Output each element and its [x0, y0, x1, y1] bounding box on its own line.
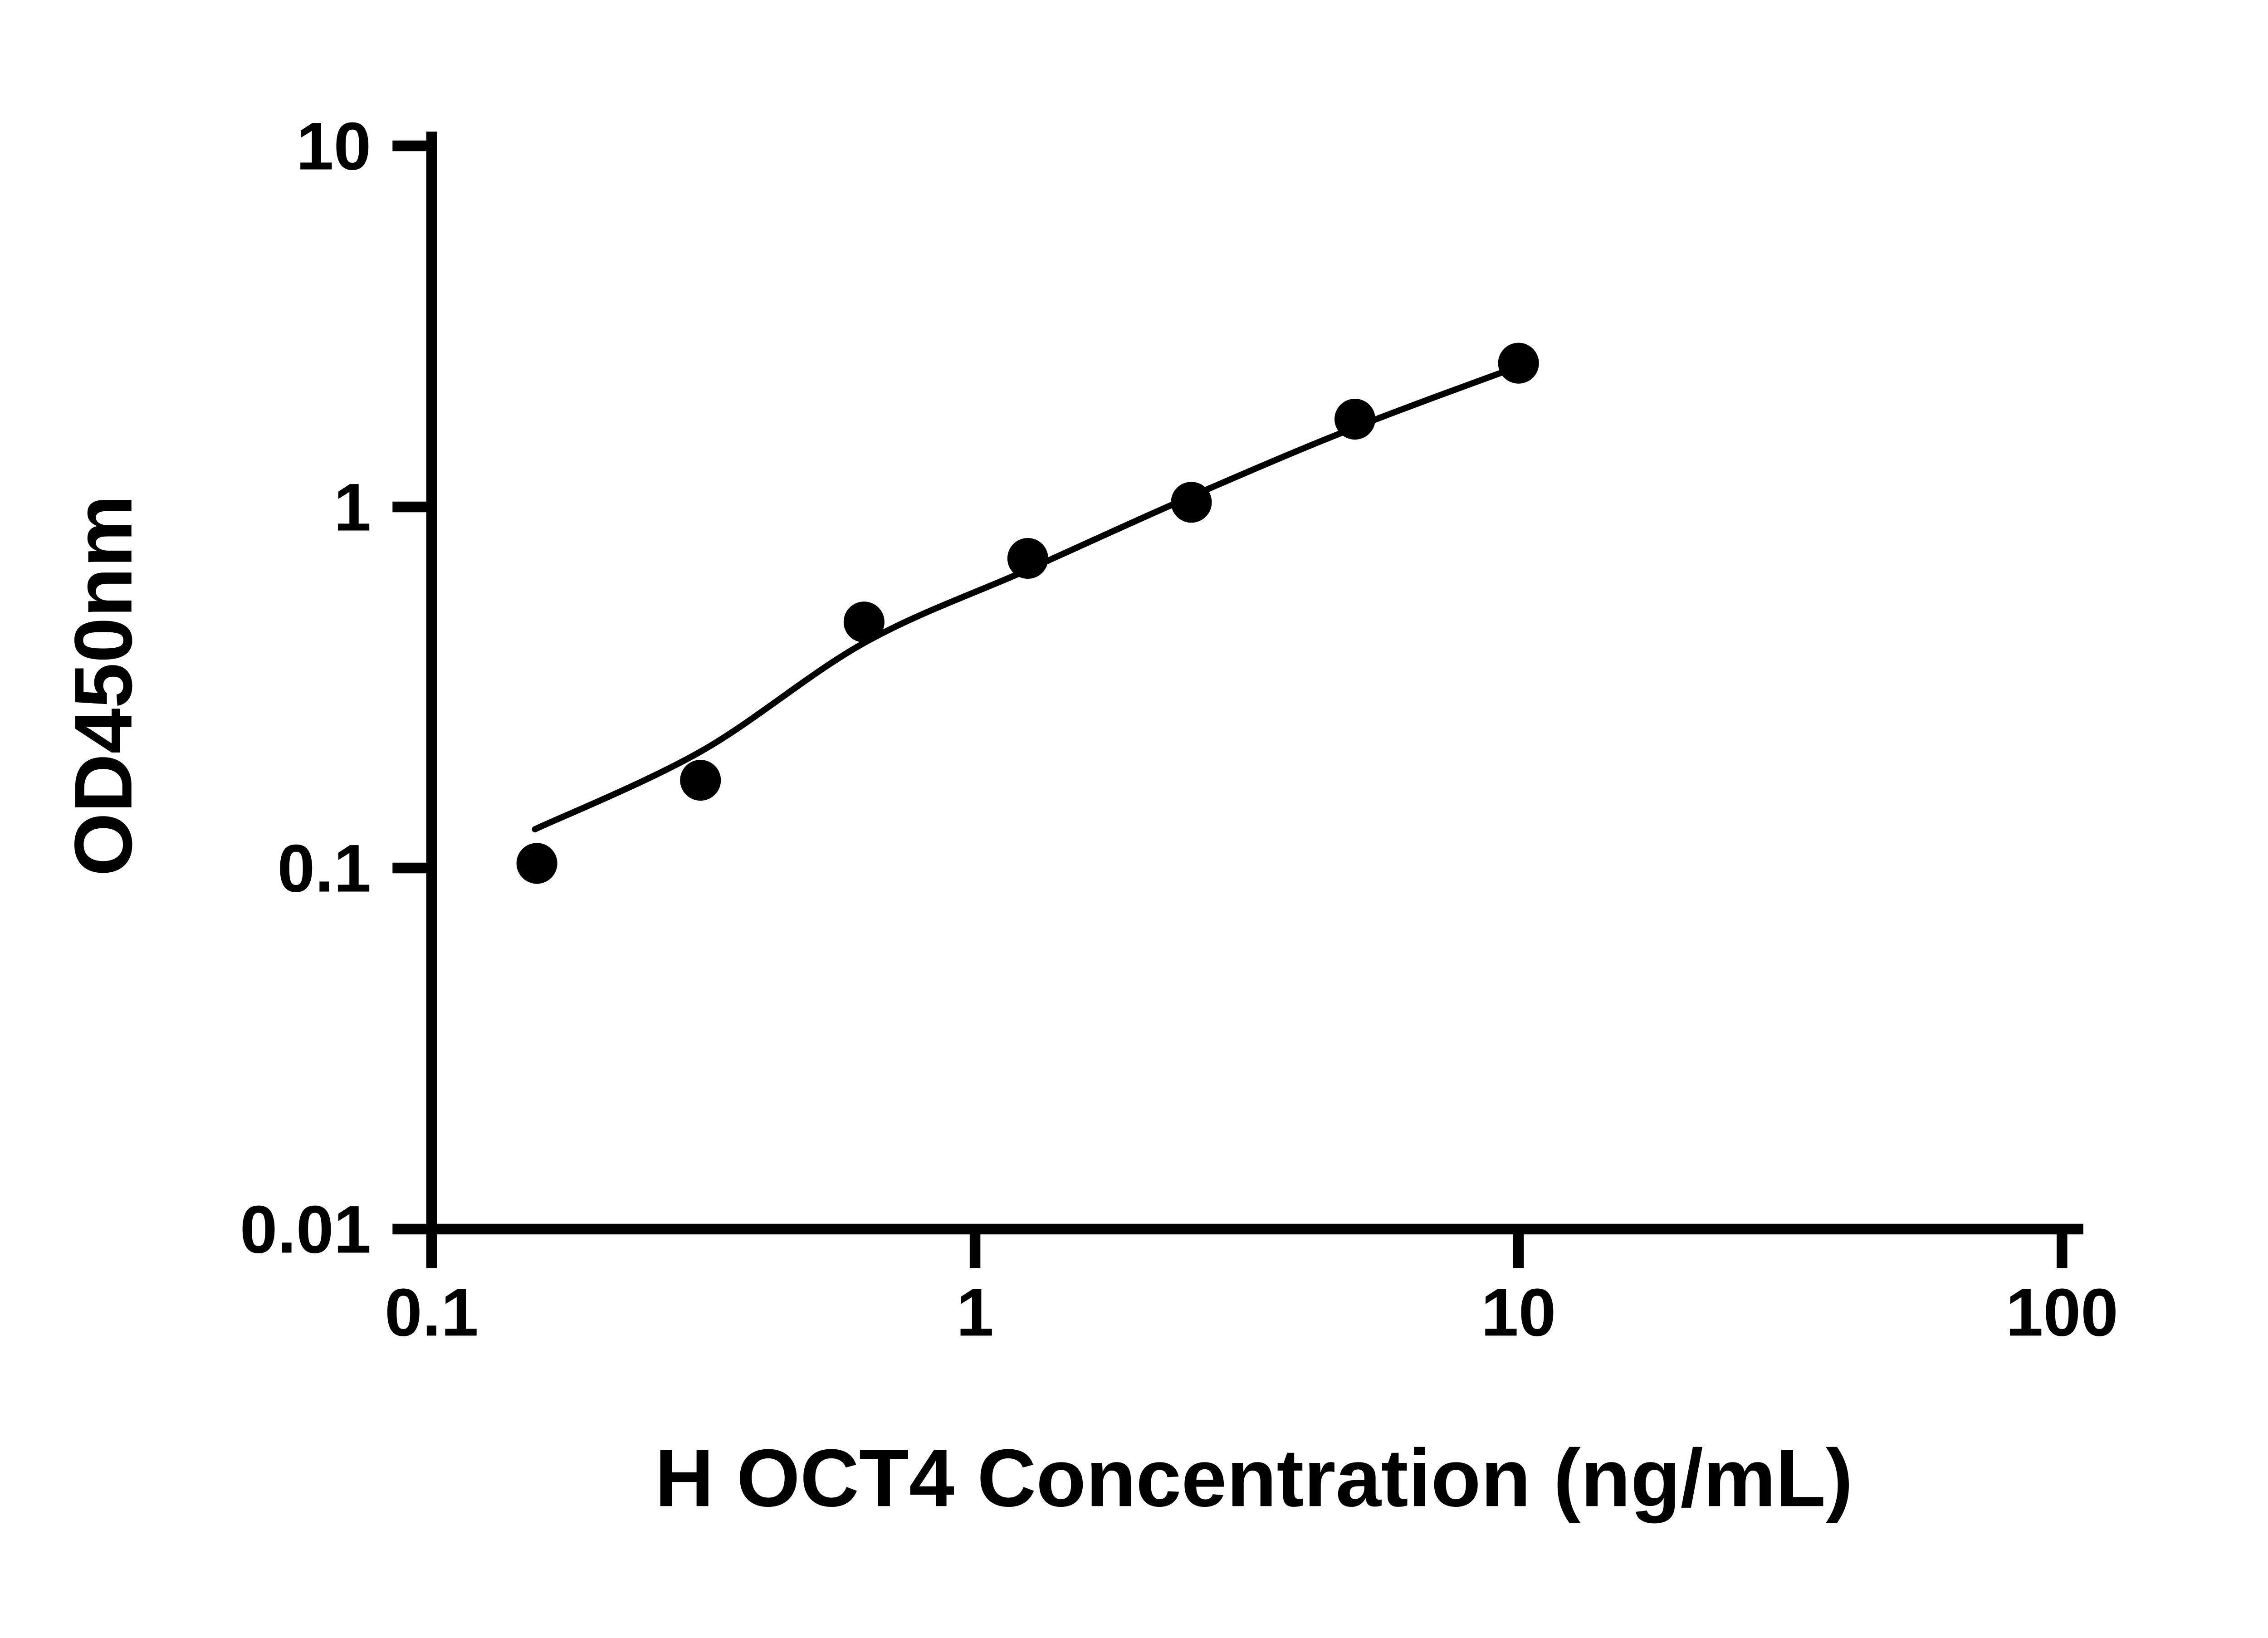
data-point: [1334, 399, 1376, 440]
data-point: [1171, 482, 1212, 523]
y-tick-label: 10: [296, 108, 371, 184]
x-tick-label: 0.1: [385, 1274, 479, 1350]
y-axis-title: OD450nm: [58, 495, 149, 876]
axes-frame: [426, 132, 2083, 1235]
y-tick-label: 1: [334, 469, 371, 545]
x-tick-label: 10: [1481, 1274, 1556, 1350]
y-tick-label: 0.1: [278, 831, 371, 906]
x-tick-label: 100: [2006, 1274, 2118, 1350]
x-tick-label: 1: [956, 1274, 994, 1350]
data-point: [680, 760, 721, 801]
fit-curve: [532, 363, 1522, 832]
data-point: [516, 843, 557, 884]
data-point: [1498, 342, 1539, 384]
y-tick-label: 0.01: [240, 1192, 371, 1267]
data-point: [1007, 538, 1048, 579]
chart-container: 0.01 0.1 1 10 0.1 1 10 100 OD450nm H OCT4 Conce…: [58, 108, 2118, 1524]
x-axis-title: H OCT4 Concentration (ng/mL): [655, 1433, 1853, 1524]
data-point: [843, 601, 885, 643]
